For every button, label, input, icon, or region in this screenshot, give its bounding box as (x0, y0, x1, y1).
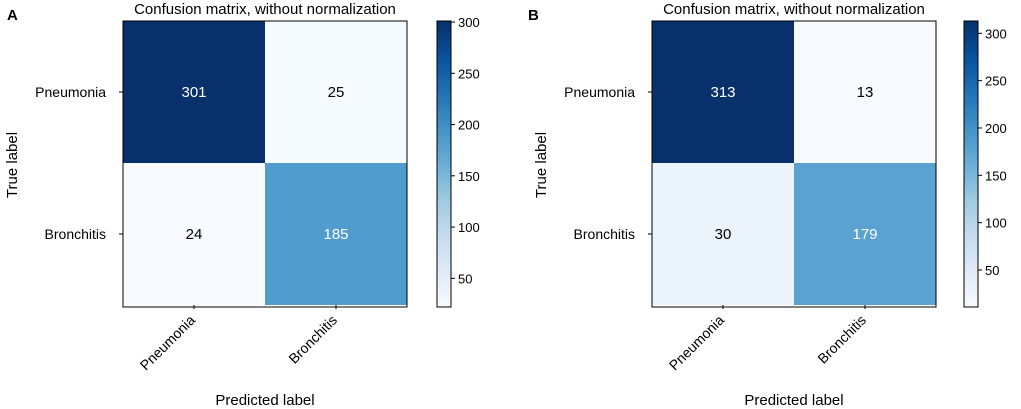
panel-a: A Confusion matrix, without normalizatio… (4, 1, 480, 409)
y-tick-label: Bronchitis (574, 226, 635, 242)
chart-title: Confusion matrix, without normalization (663, 1, 925, 18)
y-tick-labels: Pneumonia Bronchitis (564, 84, 652, 242)
cell-value-label: 24 (186, 226, 203, 243)
colorbar-tick-label: 50 (458, 271, 472, 286)
x-tick-label: Pneumonia (137, 312, 199, 374)
colorbar-tick-label: 250 (458, 66, 480, 81)
x-tick-labels: Pneumonia Bronchitis (137, 305, 340, 373)
cell-value-label: 179 (852, 226, 877, 243)
x-tick-label: Pneumonia (666, 312, 728, 374)
cell-value-label: 185 (323, 226, 348, 243)
cell-value-label: 30 (715, 226, 732, 243)
y-tick-labels: Pneumonia Bronchitis (35, 84, 123, 242)
heatmap-cell (123, 21, 265, 163)
heatmap-cell (652, 163, 794, 305)
y-axis-label: True label (4, 132, 21, 198)
heatmap-cell (265, 21, 407, 163)
colorbar-tick-label: 150 (458, 169, 480, 184)
heatmap-frame (122, 20, 408, 308)
heatmap-cell (123, 163, 265, 305)
cell-value-label: 13 (857, 84, 874, 101)
colorbar (436, 20, 452, 308)
colorbar-ticks: 50 100 150 200 250 300 (978, 26, 1007, 278)
heatmap-cell (652, 21, 794, 163)
colorbar-tick-label: 200 (458, 118, 480, 133)
cell-value-label: 25 (328, 84, 345, 101)
heatmap-cells: 301 25 24 185 (123, 21, 407, 305)
panel-b: B Confusion matrix, without normalizatio… (528, 1, 1007, 409)
panel-letter: B (528, 7, 539, 24)
cell-value-label: 313 (710, 84, 735, 101)
x-axis-label: Predicted label (744, 392, 843, 409)
colorbar-tick-label: 300 (985, 26, 1007, 41)
heatmap-cell (794, 163, 936, 305)
colorbar-tick-label: 250 (985, 74, 1007, 89)
colorbar-tick-label: 100 (458, 220, 480, 235)
cell-value-label: 301 (181, 84, 206, 101)
y-tick-label: Pneumonia (35, 84, 106, 100)
x-tick-label: Bronchitis (285, 312, 340, 367)
colorbar-tick-label: 50 (985, 263, 999, 278)
heatmap-frame (651, 20, 937, 308)
chart-title: Confusion matrix, without normalization (134, 1, 396, 18)
heatmap-cells: 313 13 30 179 (652, 21, 936, 305)
colorbar-tick-label: 100 (985, 216, 1007, 231)
x-axis-label: Predicted label (215, 392, 314, 409)
y-tick-label: Bronchitis (45, 226, 106, 242)
x-tick-label: Bronchitis (814, 312, 869, 367)
heatmap-cell (794, 21, 936, 163)
y-axis-label: True label (533, 132, 550, 198)
panel-letter: A (7, 7, 18, 24)
colorbar-ticks: 50 100 150 200 250 300 (451, 15, 480, 286)
heatmap-cell (265, 163, 407, 305)
colorbar (963, 20, 979, 308)
colorbar-tick-label: 200 (985, 121, 1007, 136)
y-tick-label: Pneumonia (564, 84, 635, 100)
x-tick-labels: Pneumonia Bronchitis (666, 305, 869, 373)
colorbar-tick-label: 150 (985, 168, 1007, 183)
colorbar-tick-label: 300 (458, 15, 480, 30)
